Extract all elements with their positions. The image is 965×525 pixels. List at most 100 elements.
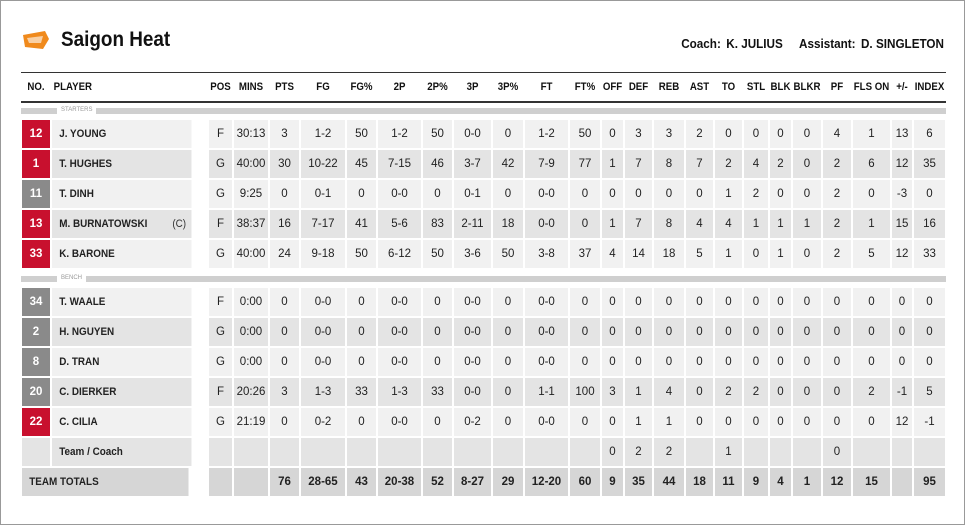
stat-value: 2 (823, 240, 851, 268)
stat-value: 38:37 (234, 210, 268, 238)
player-name: K. BARONE (52, 240, 192, 268)
stat-value: 1 (770, 210, 791, 238)
stat-value: 44 (654, 468, 684, 496)
stat-value: 0 (493, 348, 523, 376)
stat-value: 29 (493, 468, 523, 496)
stat-value: 0-1 (301, 180, 345, 208)
stat-value: 0 (770, 348, 791, 376)
stat-value: 0 (744, 318, 768, 346)
stat-value: 0 (793, 120, 821, 148)
stat-value: 14 (625, 240, 652, 268)
column-header: REB (658, 81, 680, 93)
stat-value: 95 (914, 468, 945, 496)
coach-name: K. JULIUS (726, 36, 783, 51)
stat-value: 0 (570, 288, 600, 316)
stat-value: 18 (654, 240, 684, 268)
cell-background (744, 438, 768, 466)
stat-value: 2 (744, 378, 768, 406)
stat-value: 30 (270, 150, 299, 178)
stat-value: 3-6 (454, 240, 491, 268)
stat-value: 0 (823, 288, 851, 316)
jersey-number: 2 (22, 318, 50, 346)
column-header: PF (830, 81, 844, 93)
stat-value: 0 (654, 288, 684, 316)
jersey-number: 22 (22, 408, 50, 436)
stat-value: 0 (423, 348, 452, 376)
stat-value: 20:26 (234, 378, 268, 406)
stat-value: 20-38 (378, 468, 421, 496)
coach-label: Coach: (681, 36, 721, 51)
stat-value: 6 (853, 150, 890, 178)
stat-value: 0 (770, 180, 791, 208)
stat-value: 0 (493, 408, 523, 436)
section-label: STARTERS (57, 105, 97, 115)
cell-background (892, 468, 912, 496)
staff: Coach: K. JULIUS Assistant: D. SINGLETON (681, 36, 944, 51)
column-header: INDEX (914, 81, 945, 93)
stat-value: 3 (625, 120, 652, 148)
stat-value: 8 (654, 210, 684, 238)
position: G (209, 318, 232, 346)
stat-value: 0-0 (301, 288, 345, 316)
column-header: DEF (628, 81, 649, 93)
stat-value: 0 (892, 318, 912, 346)
stat-value: 2 (715, 378, 742, 406)
stat-value: 0 (823, 408, 851, 436)
column-header: OFF (602, 81, 623, 93)
stat-value: 0 (914, 348, 945, 376)
player-name: Team / Coach (52, 438, 192, 466)
column-header: +/- (896, 81, 908, 93)
assistant-label: Assistant: (799, 36, 856, 51)
stat-value: 0-0 (525, 210, 568, 238)
jersey-number: 20 (22, 378, 50, 406)
stat-value: 0 (270, 348, 299, 376)
stat-value: 0 (602, 408, 623, 436)
stat-value: 0:00 (234, 318, 268, 346)
stat-value: 0 (744, 348, 768, 376)
stat-value: 0 (892, 348, 912, 376)
cell-background (853, 438, 890, 466)
column-header: NO. (27, 81, 45, 93)
stat-value: 11 (715, 468, 742, 496)
stat-value: 33 (914, 240, 945, 268)
stat-value: 35 (625, 468, 652, 496)
stat-value: 3 (270, 378, 299, 406)
stat-value: 0 (853, 318, 890, 346)
stat-value: 0-0 (378, 318, 421, 346)
stat-value: 50 (423, 120, 452, 148)
stat-value: 0 (570, 318, 600, 346)
cell-background (892, 438, 912, 466)
stat-value: 4 (744, 150, 768, 178)
stat-value: 21:19 (234, 408, 268, 436)
stat-value: 3 (654, 120, 684, 148)
stat-value: 0 (347, 180, 376, 208)
stat-value: 9 (744, 468, 768, 496)
stat-value: 1 (602, 150, 623, 178)
stat-value: 0 (570, 210, 600, 238)
stat-value: 0 (770, 378, 791, 406)
stat-value: 50 (493, 240, 523, 268)
header-top-line (21, 72, 946, 73)
stat-value: 3 (270, 120, 299, 148)
cell-background (793, 438, 821, 466)
stat-value: 52 (423, 468, 452, 496)
stat-value: 1 (853, 210, 890, 238)
section-label: BENCH (57, 273, 87, 283)
position: G (209, 180, 232, 208)
stat-value: 0 (823, 348, 851, 376)
cell-background (378, 438, 421, 466)
position: F (209, 378, 232, 406)
stat-value: 60 (570, 468, 600, 496)
stat-value: 0-0 (454, 348, 491, 376)
stat-value: 0 (602, 318, 623, 346)
stat-value: 5 (853, 240, 890, 268)
stat-value: 0 (270, 288, 299, 316)
cell-background (234, 468, 268, 496)
stat-value: 0 (715, 408, 742, 436)
stat-value: 2 (654, 438, 684, 466)
stat-value: 0-0 (525, 288, 568, 316)
stat-value: 7 (625, 210, 652, 238)
player-name: T. WAALE (52, 288, 192, 316)
stat-value: 1 (715, 240, 742, 268)
